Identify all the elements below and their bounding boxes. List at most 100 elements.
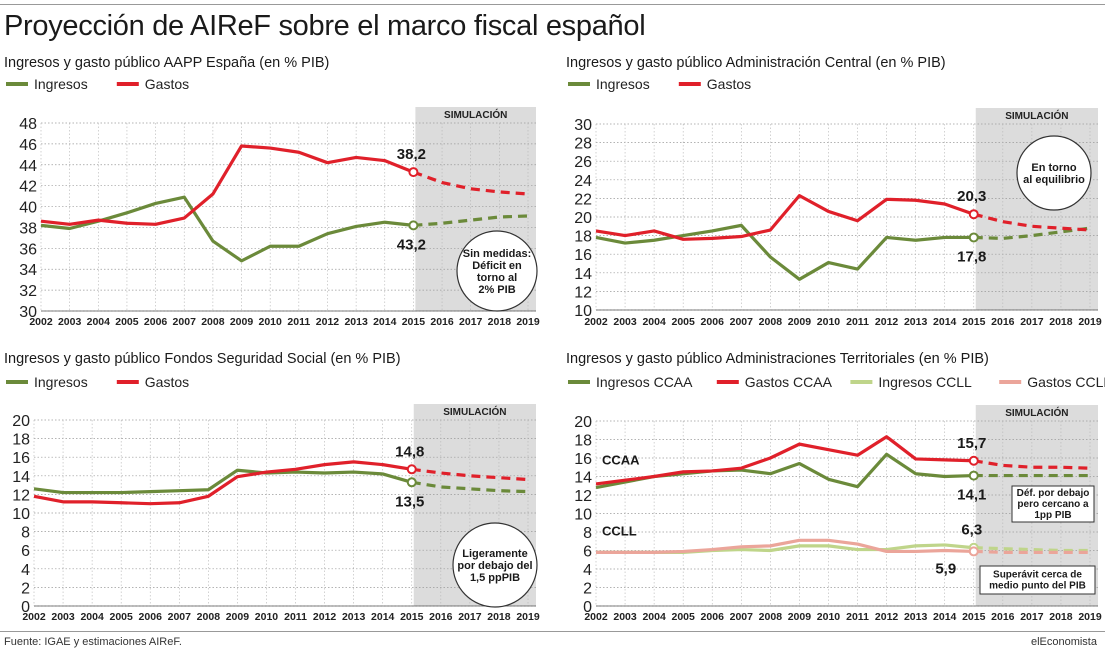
x-tick-label: 2006 [701,316,725,328]
footer-rule [0,631,1105,632]
legend-label: Ingresos [34,374,88,390]
legend-label: Ingresos CCLL [878,374,972,390]
y-tick-label: 16 [574,247,592,264]
y-tick-label: 42 [19,179,37,196]
series-projection-gastos [412,170,529,196]
y-tick-label: 18 [574,229,592,246]
x-tick-label: 2004 [642,611,666,623]
y-tick-label: 40 [19,200,37,217]
x-tick-label: 2013 [904,316,928,328]
x-tick-label: 2003 [51,611,75,623]
series-projection-ingresos [413,214,529,227]
y-tick-label: 18 [574,433,592,450]
y-tick-label: 30 [574,117,592,134]
x-tick-label: 2016 [991,316,1015,328]
y-tick-label: 16 [12,450,30,467]
x-tick-label: 2007 [730,316,754,328]
series-marker [408,220,419,231]
x-tick-label: 2008 [759,611,783,623]
series-line-gastos-ccll [596,538,974,554]
x-tick-label: 2006 [139,611,163,623]
x-tick-label: 2009 [230,316,254,328]
legend-label: Gastos CCLL [1027,374,1105,390]
x-tick-label: 2008 [201,316,225,328]
y-tick-label: 14 [574,266,592,283]
y-tick-label: 6 [21,543,30,560]
y-tick-label: 36 [19,241,37,258]
note-bubble [456,230,538,312]
x-tick-label: 2018 [488,316,512,328]
x-tick-label: 2012 [875,316,899,328]
value-label: 14,8 [395,443,424,460]
chart-panel-3: Ingresos y gasto público Fondos Segurida… [4,351,540,623]
series-projection-gastos [973,212,1091,232]
x-tick-label: 2002 [584,611,608,623]
simulation-label: SIMULACIÓN [1005,406,1068,419]
x-tick-label: 2009 [788,316,812,328]
x-tick-label: 2005 [115,316,139,328]
x-tick-label: 2009 [788,611,812,623]
simulation-label: SIMULACIÓN [444,108,507,121]
x-tick-label: 2017 [458,611,482,623]
x-tick-label: 2011 [846,611,869,623]
value-label: 43,2 [397,236,426,253]
series-marker [968,209,979,220]
series-marker [406,477,417,488]
y-tick-label: 10 [574,303,592,320]
x-tick-label: 2016 [429,611,453,623]
series-line-gastos [40,144,415,226]
y-tick-label: 44 [19,158,37,175]
x-tick-label: 2007 [168,611,192,623]
x-tick-label: 2015 [962,611,986,623]
x-tick-label: 2011 [284,611,307,623]
x-tick-label: 2014 [371,611,395,623]
x-tick-label: 2019 [516,316,540,328]
series-marker [968,546,979,557]
series-marker [968,455,979,466]
y-tick-label: 30 [19,304,37,321]
x-tick-label: 2009 [226,611,250,623]
y-tick-label: 24 [574,173,592,190]
x-tick-label: 2011 [846,316,869,328]
x-tick-label: 2014 [933,611,957,623]
y-tick-label: 4 [21,562,30,579]
x-tick-label: 2014 [373,316,397,328]
value-label: 15,7 [957,435,986,452]
note-text: Superávit cerca de [993,570,1082,581]
x-tick-label: 2006 [144,316,168,328]
x-tick-label: 2012 [313,611,337,623]
y-tick-label: 0 [583,599,592,616]
x-tick-label: 2003 [613,611,637,623]
note-text: En torno [1031,162,1076,174]
y-tick-label: 12 [12,487,30,504]
series-marker [408,167,419,178]
y-tick-label: 10 [12,506,30,523]
series-projection-gastos-ccaa [973,459,1091,470]
y-tick-label: 32 [19,283,37,300]
value-label: 17,8 [957,248,986,265]
brand-label: elEconomista [1030,636,1097,648]
value-label: 38,2 [397,146,426,163]
series-line-ingresos [595,223,974,281]
group-label: CCLL [602,524,637,539]
y-tick-label: 20 [12,413,30,430]
y-tick-label: 12 [574,284,592,301]
x-tick-label: 2006 [701,611,725,623]
x-tick-label: 2017 [1020,316,1044,328]
source-note: Fuente: IGAE y estimaciones AIReF. [4,636,182,648]
y-tick-label: 4 [583,562,592,579]
y-tick-label: 26 [574,154,592,171]
series-projection-gastos [411,467,529,482]
y-tick-label: 10 [574,507,592,524]
chart-title: Ingresos y gasto público Fondos Segurida… [4,351,401,367]
simulation-label: SIMULACIÓN [443,405,506,418]
chart-panel-1: Ingresos y gasto público AAPP España (en… [4,55,540,328]
x-tick-label: 2010 [255,611,279,623]
x-tick-label: 2015 [400,611,424,623]
x-tick-label: 2019 [1078,316,1102,328]
x-tick-label: 2003 [613,316,637,328]
note-text: medio punto del PIB [989,581,1086,592]
x-tick-label: 2012 [875,611,899,623]
x-tick-label: 2007 [730,611,754,623]
x-tick-label: 2013 [904,611,928,623]
